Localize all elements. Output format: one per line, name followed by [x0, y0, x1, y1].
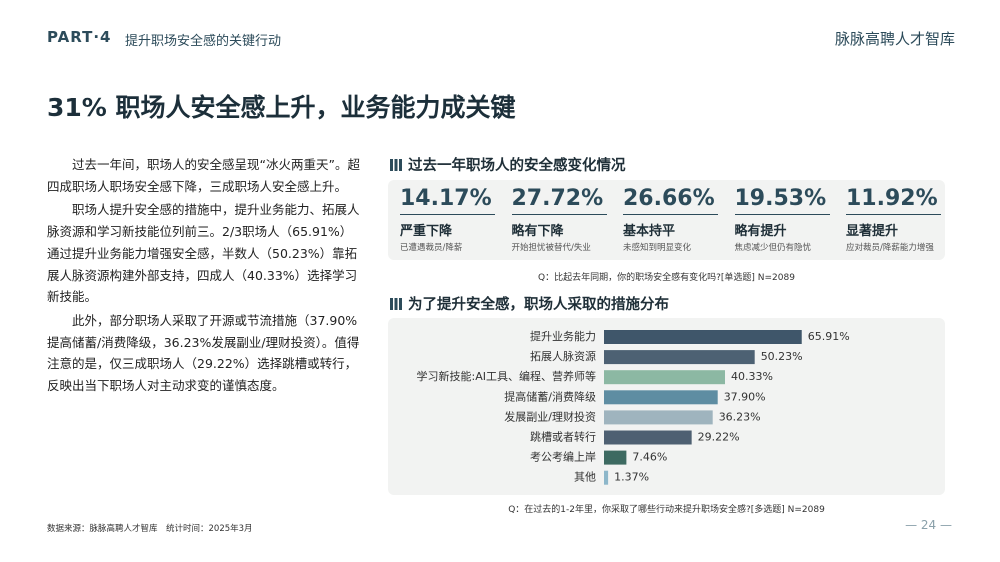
- value-label: 37.90%: [724, 390, 766, 403]
- stat-value: 27.72%: [511, 186, 607, 215]
- chart: 提升业务能力 65.91% 拓展人脉资源 50.23% 学习新技能:AI工具、编程、营养…: [417, 329, 850, 485]
- paragraph: 此外，部分职场人采取了开源或节流措施（37.90%提高储蓄/消费降级，36.23…: [47, 312, 360, 394]
- stats-panel: [388, 180, 945, 260]
- stat-label: 略有下降: [511, 224, 564, 239]
- bar: [604, 350, 755, 365]
- stat-value: 11.92%: [846, 186, 941, 215]
- value-label: 1.37%: [614, 471, 649, 484]
- stat-value: 26.66%: [623, 186, 718, 215]
- category-label: 考公考编上岸: [530, 450, 596, 464]
- stat-label: 基本持平: [623, 224, 676, 239]
- stat-value: 14.17%: [400, 186, 495, 215]
- bar: [604, 390, 718, 405]
- brand: 脉脉高聘人才智库: [834, 30, 955, 48]
- value-label: 50.23%: [761, 350, 803, 363]
- body-text: 过去一年间，职场人的安全感呈现“冰火两重天”。超四成职场人职场安全感下降，三成职…: [47, 154, 363, 399]
- stat-note: 开始担忧被替代/失业: [511, 243, 591, 253]
- stat-label: 严重下降: [400, 224, 453, 239]
- bar: [604, 430, 692, 445]
- stat-card: 27.72% 略有下降开始担忧被替代/失业: [511, 186, 607, 253]
- stat-card: 26.66% 基本持平未感知到明显变化: [623, 186, 718, 253]
- stat-card: 11.92% 显著提升应对裁员/降薪能力增强: [846, 186, 941, 253]
- chart-panel: [388, 318, 945, 495]
- category-label: 提升业务能力: [530, 329, 596, 343]
- stat-label: 略有提升: [734, 224, 787, 239]
- stats-title-text: 过去一年职场人的安全感变化情况: [408, 158, 626, 174]
- category-label: 其他: [574, 471, 596, 484]
- section-label: 提升职场安全感的关键行动: [125, 34, 282, 49]
- chart-title: 为了提升安全感，职场人采取的措施分布: [390, 293, 669, 314]
- page-number: — 24 —: [905, 518, 952, 532]
- stat-note: 焦虑减少但仍有隐忧: [734, 243, 812, 253]
- paragraph: 职场人提升安全感的措施中，提升业务能力、拓展人脉资源和学习新技能位列前三。2/3…: [47, 202, 360, 305]
- stats-question: Q：比起去年同期，你的职场安全感有变化吗?[单选题] N=2089: [538, 273, 795, 283]
- value-label: 36.23%: [719, 410, 761, 423]
- chart-title-text: 为了提升安全感，职场人采取的措施分布: [408, 297, 669, 313]
- paragraph: 过去一年间，职场人的安全感呈现“冰火两重天”。超四成职场人职场安全感下降，三成职…: [47, 157, 360, 194]
- stats-title: 过去一年职场人的安全感变化情况: [390, 154, 626, 175]
- bar: [604, 470, 609, 485]
- value-label: 29.22%: [698, 431, 740, 444]
- footer-time: 统计时间：2025年3月: [166, 524, 253, 534]
- stat-note: 应对裁员/降薪能力增强: [846, 243, 934, 253]
- stat-note: 未感知到明显变化: [623, 243, 692, 253]
- category-label: 学习新技能:AI工具、编程、营养师等: [417, 369, 596, 383]
- chart-note: Q：在过去的1-2年里，你采取了哪些行动来提升职场安全感?[多选题] N=208…: [508, 505, 825, 515]
- category-label: 提高储蓄/消费降级: [504, 389, 596, 403]
- value-label: 65.91%: [808, 330, 850, 343]
- part-label: PART·4: [47, 28, 112, 46]
- category-label: 发展副业/理财投资: [504, 409, 596, 423]
- bar: [604, 330, 802, 344]
- value-label: 7.46%: [632, 451, 667, 464]
- headline: 31% 职场人安全感上升，业务能力成关键: [47, 93, 516, 122]
- stat-note: 已遭遇裁员/降薪: [400, 243, 463, 253]
- category-label: 拓展人脉资源: [530, 349, 596, 363]
- bar: [604, 410, 713, 425]
- bar: [604, 450, 627, 465]
- category-label: 跳槽或者转行: [530, 430, 596, 444]
- footer-source: 数据来源：脉脉高聘人才智库: [47, 524, 158, 534]
- stat-card: 14.17% 严重下降已遭遇裁员/降薪: [400, 186, 495, 253]
- stat-card: 19.53% 略有提升焦虑减少但仍有隐忧: [734, 186, 830, 253]
- stat-label: 显著提升: [846, 224, 899, 239]
- value-label: 40.33%: [731, 370, 773, 383]
- bar: [604, 370, 725, 385]
- stat-value: 19.53%: [734, 186, 830, 215]
